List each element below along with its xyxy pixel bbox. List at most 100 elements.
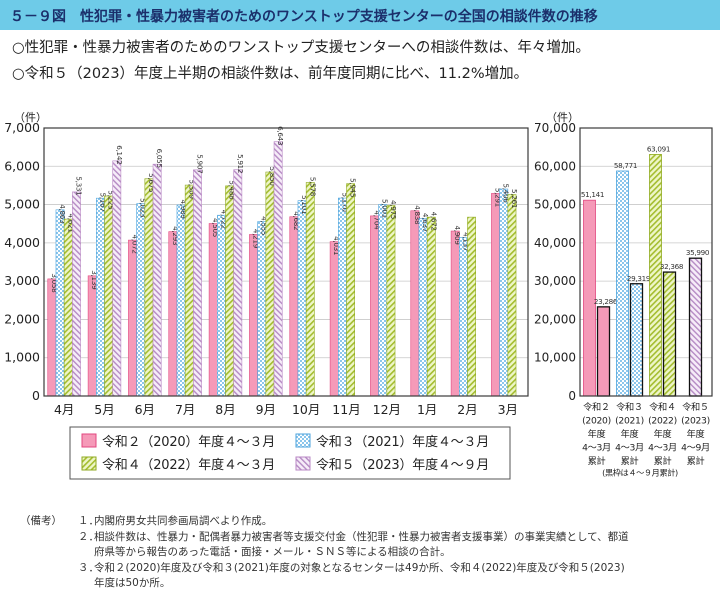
x-tick-label: 年度 — [621, 428, 639, 440]
bar-1 — [410, 210, 420, 397]
data-label: 4,293 — [171, 226, 180, 245]
x-tick-label: 令和４ — [649, 401, 676, 413]
bar-3 — [144, 178, 154, 397]
legend-swatch — [81, 433, 97, 448]
y-tick-label: 40,000 — [534, 236, 576, 250]
bar-1 — [168, 231, 178, 397]
data-label: 4,722 — [219, 210, 228, 229]
first-half-bar — [662, 271, 677, 397]
note-text: 年度は50か所。 — [94, 577, 171, 589]
x-tick-label: 3月 — [498, 402, 518, 417]
x-tick-label: 令和３ — [616, 401, 643, 413]
x-tick-label: 6月 — [135, 402, 155, 417]
x-tick-label: 10月 — [292, 402, 320, 417]
data-label: 5,907 — [195, 154, 204, 173]
bar-4 — [72, 191, 81, 397]
x-tick-label: 年度 — [654, 428, 672, 440]
x-tick-label: 累計 — [588, 455, 606, 467]
bar-4 — [112, 160, 122, 397]
y-axis-unit: （件） — [546, 111, 579, 124]
bar-2 — [217, 214, 226, 397]
legend-label: 令和５（2023）年度４～９月 — [316, 457, 489, 473]
x-tick-label: (2022) — [648, 416, 677, 427]
bar-1 — [329, 241, 339, 397]
data-label: 4,137 — [461, 232, 470, 251]
legend-label: 令和３（2021）年度４～３月 — [316, 434, 489, 450]
data-label: 5,488 — [228, 180, 237, 200]
x-tick-label: 5月 — [94, 402, 114, 417]
chart-canvas: 01,0002,0003,0004,0005,0006,0007,000（件）3… — [4, 111, 713, 480]
summary-box: ○性犯罪・性暴力被害者のためのワンストップ支援センターへの相談件数は、年々増加。… — [12, 35, 590, 87]
x-tick-label: 2月 — [457, 402, 477, 417]
data-label: 5,225 — [107, 190, 116, 209]
first-half-bar — [629, 283, 644, 397]
y-tick-label: 4,000 — [4, 235, 40, 250]
bar-2 — [458, 237, 468, 397]
bar-2 — [55, 209, 65, 397]
data-label: 5,101 — [300, 195, 309, 214]
legend-swatch — [81, 456, 97, 471]
data-label: 5,406 — [502, 183, 511, 203]
bar-2 — [337, 197, 347, 397]
x-tick-label: (2020) — [582, 416, 611, 427]
data-label: 5,167 — [98, 193, 107, 212]
y-tick-label: 0 — [568, 389, 576, 403]
note-text: 内閣府男女共同参画局調べより作成。 — [94, 515, 273, 527]
data-label: 5,291 — [494, 188, 503, 207]
bar-1 — [128, 239, 137, 397]
bar-3 — [426, 216, 436, 397]
data-label: 6,142 — [115, 145, 124, 164]
x-tick-label: 1月 — [417, 402, 437, 417]
note-number: ３． — [78, 561, 99, 574]
data-label: 4,505 — [211, 218, 220, 237]
x-tick-label: (2023) — [681, 416, 710, 427]
bar-2 — [96, 197, 105, 397]
data-label: 4,621 — [66, 214, 75, 233]
data-label: 4,555 — [260, 216, 269, 235]
x-tick-label: 令和２ — [583, 401, 610, 413]
data-label: 5,945 — [349, 178, 358, 197]
note-number: ２． — [78, 530, 99, 543]
data-label: 5,170 — [340, 193, 349, 213]
x-tick-label: 12月 — [373, 402, 401, 417]
data-label: 4,219 — [252, 229, 261, 249]
data-label: 5,912 — [236, 154, 245, 173]
y-tick-label: 6,000 — [4, 158, 40, 173]
legend-label: 令和２（2020）年度４～３月 — [102, 434, 275, 450]
bar-1 — [491, 193, 500, 397]
annual-bar — [616, 170, 629, 397]
bar-3 — [305, 182, 315, 397]
data-label: 23,286 — [594, 297, 618, 306]
bar-2 — [257, 221, 267, 397]
plot-area — [44, 128, 528, 396]
bar-2 — [499, 188, 509, 397]
x-tick-label: (2021) — [615, 416, 644, 427]
bar-3 — [63, 218, 73, 397]
figure-title: ５－９図 性犯罪・性暴力被害者のためのワンストップ支援センターの全国の相談件数の… — [10, 9, 598, 25]
summary-line: ○性犯罪・性暴力被害者のためのワンストップ支援センターへの相談件数は、年々増加。 — [12, 40, 590, 56]
data-label: 5,509 — [187, 180, 196, 200]
bar-3 — [507, 194, 517, 397]
bar-3 — [467, 216, 476, 397]
x-tick-label: 9月 — [256, 402, 276, 417]
bar-2 — [418, 218, 428, 397]
y-tick-label: 1,000 — [4, 350, 40, 365]
y-tick-label: 0 — [32, 388, 40, 403]
data-label: 4,989 — [179, 199, 188, 219]
bar-3 — [386, 205, 396, 397]
x-tick-label: 4月 — [54, 402, 74, 417]
x-tick-label: 4～3月 — [615, 443, 644, 454]
x-tick-label: 累計 — [687, 455, 705, 467]
data-label: 5,578 — [308, 177, 317, 197]
y-tick-label: 70,000 — [534, 121, 576, 135]
bar-3 — [225, 185, 234, 397]
x-tick-label: 4～3月 — [582, 443, 611, 454]
legend-swatch — [295, 456, 311, 471]
bar-3 — [184, 184, 194, 397]
bar-2 — [297, 200, 307, 397]
category-note: (黒枠は４～９月累計) — [602, 468, 678, 478]
bar-1 — [370, 215, 379, 397]
x-tick-label: 8月 — [215, 402, 235, 417]
data-label: 35,990 — [686, 248, 710, 257]
note-text: 府県等から報告のあった電話・面接・メール・ＳＮＳ等による相談の合計。 — [94, 546, 451, 558]
